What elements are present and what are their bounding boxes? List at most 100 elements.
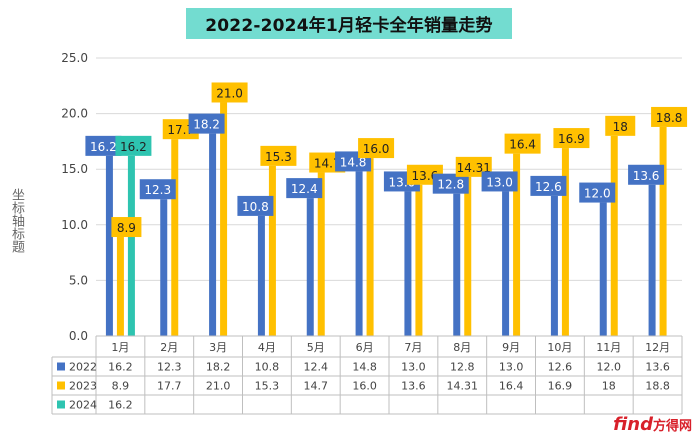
table-cell-value: 15.3 — [255, 380, 280, 393]
table-cell-value: 13.0 — [401, 361, 426, 374]
x-category-label: 7月 — [404, 341, 422, 354]
x-category-label: 3月 — [209, 341, 227, 354]
table-cell-value: 18.2 — [206, 361, 231, 374]
x-category-label: 12月 — [645, 341, 670, 354]
data-label-box — [211, 82, 248, 103]
legend-label: 2022 — [69, 361, 97, 374]
data-label-box — [628, 164, 665, 185]
bar-2022 — [306, 198, 314, 336]
table-cell-value: 12.8 — [450, 361, 475, 374]
table-cell-value: 18 — [602, 380, 616, 393]
bar-2022 — [257, 215, 265, 336]
data-label-box — [651, 106, 688, 127]
data-label-box — [605, 115, 636, 136]
x-category-label: 5月 — [307, 341, 325, 354]
bar-2022 — [453, 193, 461, 336]
data-label-box — [579, 182, 616, 203]
data-label: 16.9 — [558, 132, 585, 146]
table-cell-value: 14.7 — [304, 380, 329, 393]
data-label-box — [553, 128, 590, 149]
bar-2022 — [502, 191, 510, 336]
data-label: 12.6 — [535, 180, 562, 194]
data-label-box — [85, 135, 122, 156]
chart-title: 2022-2024年1月轻卡全年销量走势 — [186, 8, 512, 39]
data-label-box — [260, 145, 297, 166]
bar-2023 — [171, 139, 179, 336]
legend-label: 2023 — [69, 380, 97, 393]
y-axis-label: 坐标轴标题 — [9, 187, 24, 253]
bar-2023 — [220, 102, 228, 336]
data-label: 10.8 — [242, 200, 269, 214]
data-label: 12.3 — [144, 183, 171, 197]
bar-2023 — [659, 126, 667, 336]
bar-2022 — [404, 191, 412, 336]
data-label: 14.7 — [314, 157, 341, 171]
table-cell-value: 13.0 — [499, 361, 524, 374]
y-tick-label: 10.0 — [61, 218, 88, 232]
table-cell-value: 21.0 — [206, 380, 231, 393]
data-label: 14.31 — [457, 161, 491, 175]
data-label-box — [237, 195, 274, 216]
x-category-label: 9月 — [502, 341, 520, 354]
table-cell-value: 13.6 — [401, 380, 426, 393]
x-category-label: 4月 — [258, 341, 276, 354]
table-cell-value: 13.6 — [645, 361, 670, 374]
data-label: 8.9 — [117, 221, 136, 235]
bar-2022 — [599, 202, 607, 336]
data-label: 18.8 — [656, 111, 683, 125]
x-category-label: 10月 — [547, 341, 572, 354]
bar-2022 — [160, 199, 168, 336]
data-label-box — [115, 135, 152, 156]
table-cell-value: 18.8 — [645, 380, 670, 393]
x-category-label: 6月 — [356, 341, 374, 354]
data-label-box — [358, 138, 395, 159]
data-label-box — [432, 173, 469, 194]
x-category-label: 8月 — [453, 341, 471, 354]
data-label-box — [111, 217, 142, 238]
y-tick-label: 15.0 — [61, 162, 88, 176]
data-label: 16.0 — [363, 142, 390, 156]
data-label: 12.8 — [437, 178, 464, 192]
bar-2023 — [268, 165, 276, 336]
data-label: 15.3 — [265, 150, 292, 164]
bar-2022 — [355, 171, 363, 336]
bar-2023 — [464, 176, 472, 336]
data-label: 13.6 — [633, 169, 660, 183]
data-label: 17.7 — [167, 123, 194, 137]
data-label: 13.6 — [412, 169, 439, 183]
data-label: 16.2 — [90, 140, 117, 154]
data-label: 18.2 — [193, 118, 220, 132]
table-cell-value: 16.4 — [499, 380, 524, 393]
table-cell-value: 17.7 — [157, 380, 182, 393]
bar-2022 — [550, 195, 558, 336]
data-label-box — [530, 175, 567, 196]
legend-label: 2024 — [69, 399, 97, 412]
table-cell-value: 12.0 — [597, 361, 622, 374]
data-label-box — [188, 113, 225, 134]
data-label: 12.0 — [584, 187, 611, 201]
legend-key — [57, 362, 65, 371]
data-label-box — [504, 133, 541, 154]
bar-2023 — [561, 148, 569, 336]
legend-key — [57, 381, 65, 390]
data-label: 14.8 — [340, 155, 367, 169]
data-label: 21.0 — [216, 86, 243, 100]
table-cell-value: 12.3 — [157, 361, 182, 374]
table-cell-value: 14.8 — [352, 361, 377, 374]
table-cell-value: 16.2 — [108, 399, 133, 412]
bar-2023 — [116, 237, 124, 336]
y-tick-label: 5.0 — [69, 273, 88, 287]
watermark-logo: find方得网 — [613, 414, 692, 435]
data-label-box — [139, 179, 176, 200]
y-tick-label: 20.0 — [61, 107, 88, 121]
table-cell-value: 12.6 — [548, 361, 573, 374]
data-label: 12.4 — [291, 182, 318, 196]
y-tick-label: 0.0 — [69, 329, 88, 343]
data-label-box — [286, 178, 323, 199]
bar-2023 — [415, 184, 423, 336]
bar-2023 — [366, 158, 374, 336]
bar-2023 — [513, 153, 521, 336]
bar-2024 — [127, 155, 135, 336]
data-label: 16.2 — [120, 140, 147, 154]
